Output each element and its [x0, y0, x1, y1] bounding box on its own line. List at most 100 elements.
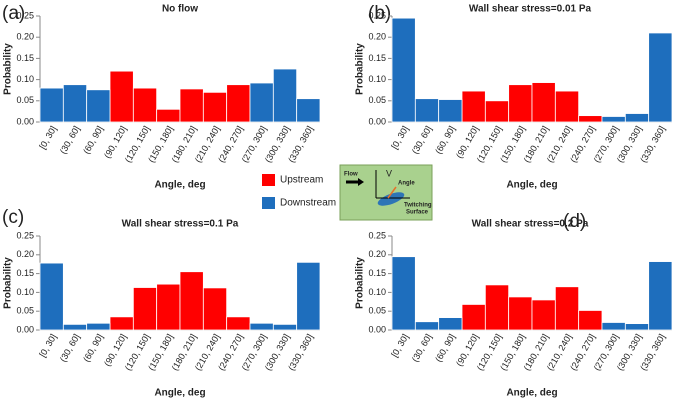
bar [414, 98, 440, 123]
y-tick-label: 0.00 [16, 324, 34, 334]
bar [531, 299, 556, 331]
bar [601, 116, 626, 123]
bar [508, 84, 533, 123]
x-tick-label: (60, 90] [81, 332, 105, 363]
y-tick-label: 0.10 [16, 287, 34, 297]
panel-label: (d) [563, 211, 586, 232]
y-tick-label: 0.15 [368, 268, 386, 278]
bar [648, 261, 673, 331]
y-tick-label: 0.05 [16, 306, 34, 316]
bar [39, 262, 64, 331]
bar [554, 90, 580, 123]
inset-flow-label: Flow [344, 172, 358, 178]
bar [249, 322, 274, 331]
bar [202, 91, 228, 123]
bar [648, 32, 673, 123]
x-tick-label: [0, 30] [389, 124, 410, 151]
y-tick-label: 0.20 [368, 249, 386, 259]
bar [132, 87, 158, 123]
y-tick-label: 0.05 [368, 306, 386, 316]
bar [484, 100, 510, 123]
bar [156, 108, 181, 123]
x-tick-label: (30, 60] [410, 332, 434, 363]
panel-label: (c) [2, 207, 24, 228]
bar [414, 321, 440, 331]
x-axis-label: Angle, deg [154, 180, 205, 191]
bar [202, 287, 228, 331]
inset-cell [377, 192, 405, 206]
y-tick-label: 0.25 [368, 10, 386, 20]
bar [179, 88, 204, 123]
y-tick-label: 0.25 [16, 230, 34, 240]
bar [156, 283, 181, 331]
bar [226, 84, 251, 123]
x-axis-label: Angle, deg [506, 388, 557, 399]
x-tick-label: (60, 90] [81, 124, 105, 155]
y-tick-label: 0.15 [16, 53, 34, 63]
y-tick-label: 0.00 [368, 116, 386, 126]
bar [578, 310, 603, 331]
inset-surface-label: Surface [406, 210, 429, 216]
bar [226, 316, 251, 331]
bar [461, 304, 486, 331]
bar [109, 70, 134, 123]
bar [86, 322, 111, 331]
legend-label: Upstream [280, 175, 323, 186]
bar [132, 287, 158, 331]
y-tick-label: 0.20 [16, 32, 34, 42]
inset-background [339, 164, 433, 221]
y-axis-label: Probability [355, 43, 366, 95]
inset-diagram: Flow V Angle Twitching Surface [339, 164, 433, 221]
y-axis-label: Probability [355, 257, 366, 309]
bar [601, 322, 626, 331]
bar [62, 323, 88, 331]
x-tick-label: (30, 60] [58, 124, 82, 155]
legend-swatch [262, 197, 275, 209]
chart-title: Wall shear stress=0.01 Pa [469, 4, 592, 15]
chart-title: Wall shear stress=0.1 Pa [122, 219, 239, 230]
y-tick-label: 0.10 [16, 74, 34, 84]
x-tick-label: [0, 30] [37, 332, 58, 359]
bar [249, 82, 274, 123]
y-tick-label: 0.25 [16, 10, 34, 20]
panel-label: (b) [368, 3, 391, 24]
bar [508, 296, 533, 331]
bar [296, 98, 321, 123]
inset-velocity-arrow [387, 186, 397, 199]
bar [438, 99, 463, 123]
y-tick-label: 0.15 [368, 53, 386, 63]
inset-surface-label: Twitching [404, 203, 432, 209]
x-tick-label: (30, 60] [58, 332, 82, 363]
legend-label: Downstream [280, 198, 336, 209]
chart-title: Wall shear stress=0.2 Pa [472, 219, 589, 230]
bar [438, 317, 463, 331]
y-tick-label: 0.05 [16, 95, 34, 105]
bar [624, 323, 650, 331]
bar [484, 284, 510, 331]
x-axis-label: Angle, deg [506, 180, 557, 191]
x-tick-label: (30, 60] [410, 124, 434, 155]
chart-title: No flow [162, 4, 198, 15]
inset-axes [375, 170, 410, 199]
y-tick-label: 0.15 [16, 268, 34, 278]
y-tick-label: 0.00 [16, 116, 34, 126]
y-tick-label: 0.00 [368, 324, 386, 334]
panel-label: (a) [2, 3, 25, 24]
inset-velocity-label: V [386, 168, 392, 178]
x-tick-label: (60, 90] [433, 124, 457, 155]
bar [578, 115, 603, 123]
y-axis-label: Probability [3, 43, 14, 95]
y-tick-label: 0.20 [16, 249, 34, 259]
bar [531, 82, 556, 123]
y-tick-label: 0.10 [368, 74, 386, 84]
x-tick-label: (60, 90] [433, 332, 457, 363]
bar [272, 68, 298, 123]
bar [554, 286, 580, 331]
bar [391, 17, 416, 123]
y-axis-label: Probability [3, 257, 14, 309]
legend-swatch [262, 174, 275, 186]
x-tick-label: [0, 30] [37, 124, 58, 151]
bar [461, 90, 486, 123]
bar [296, 261, 321, 331]
